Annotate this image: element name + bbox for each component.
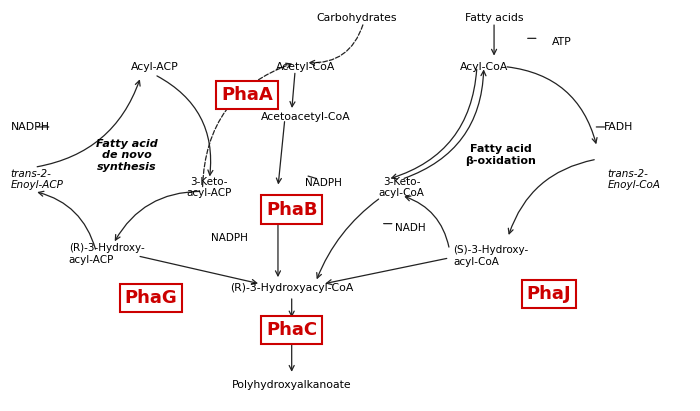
Text: trans-2-
Enoyl-ACP: trans-2- Enoyl-ACP (10, 169, 63, 190)
Text: Acyl-ACP: Acyl-ACP (131, 62, 178, 72)
Text: (R)-3-Hydroxyacyl-CoA: (R)-3-Hydroxyacyl-CoA (230, 283, 354, 293)
Text: (S)-3-Hydroxy-
acyl-CoA: (S)-3-Hydroxy- acyl-CoA (453, 245, 528, 267)
Text: PhaG: PhaG (125, 289, 177, 307)
Text: NADPH: NADPH (305, 178, 342, 188)
Text: Acetoacetyl-CoA: Acetoacetyl-CoA (260, 112, 350, 122)
Text: NADPH: NADPH (211, 233, 248, 243)
Text: PhaA: PhaA (221, 86, 273, 104)
Text: NADPH: NADPH (10, 122, 50, 132)
Text: Fatty acid
β-oxidation: Fatty acid β-oxidation (466, 144, 536, 166)
Text: Polyhydroxyalkanoate: Polyhydroxyalkanoate (232, 380, 351, 390)
Text: PhaB: PhaB (266, 201, 317, 219)
Text: Acetyl-CoA: Acetyl-CoA (276, 62, 335, 72)
Text: (R)-3-Hydroxy-
acyl-ACP: (R)-3-Hydroxy- acyl-ACP (69, 243, 144, 265)
Text: PhaC: PhaC (266, 321, 317, 339)
Text: PhaJ: PhaJ (526, 285, 571, 303)
Text: Acyl-CoA: Acyl-CoA (460, 62, 508, 72)
Text: 3-Keto-
acyl-CoA: 3-Keto- acyl-CoA (379, 177, 424, 198)
Text: Fatty acid
de novo
synthesis: Fatty acid de novo synthesis (96, 139, 158, 172)
Text: Fatty acids: Fatty acids (465, 13, 524, 23)
Text: FADH: FADH (604, 122, 634, 132)
Text: ATP: ATP (552, 37, 572, 47)
Text: 3-Keto-
acyl-ACP: 3-Keto- acyl-ACP (187, 177, 232, 198)
Text: trans-2-
Enoyl-CoA: trans-2- Enoyl-CoA (608, 169, 660, 190)
Text: NADH: NADH (395, 223, 425, 233)
Text: Carbohydrates: Carbohydrates (316, 13, 397, 23)
